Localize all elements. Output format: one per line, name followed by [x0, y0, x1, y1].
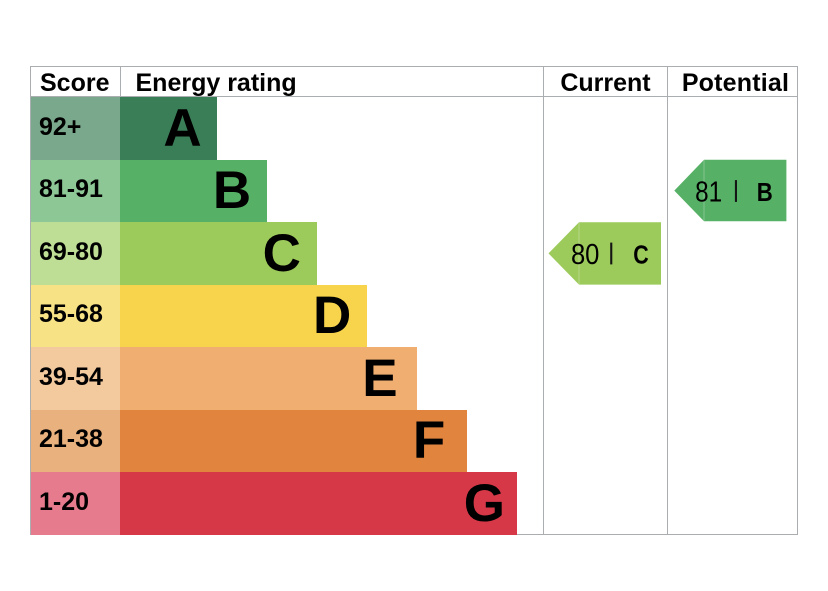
svg-text:81: 81: [695, 176, 722, 208]
svg-text:B: B: [757, 177, 773, 207]
svg-text:80: 80: [571, 239, 600, 271]
svg-text:C: C: [633, 240, 649, 270]
